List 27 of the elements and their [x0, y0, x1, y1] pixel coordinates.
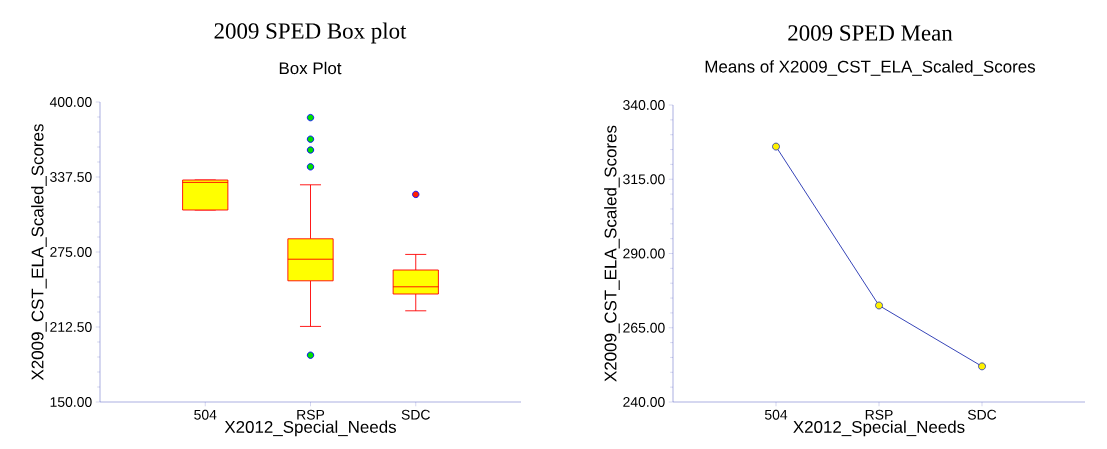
- point: [978, 362, 986, 371]
- chart-subtitle: Means of X2009_CST_ELA_Scaled_Scores: [705, 60, 1036, 76]
- chart-title: 2009 SPED Box plot: [214, 22, 407, 44]
- x-tick-label: 504: [194, 409, 217, 420]
- y-tick-label: 340.00: [623, 100, 665, 110]
- x-axis-title: X2012_Special_Needs: [224, 420, 397, 437]
- chart-subtitle: Box Plot: [279, 61, 342, 75]
- y-tick-label: 212.50: [50, 322, 92, 332]
- x-tick-label: 504: [764, 409, 788, 420]
- y-tick-label: 400.00: [49, 97, 92, 107]
- y-axis-title: X2009_CST_ELA_Scaled_Scores: [31, 124, 47, 381]
- y-axis-title: X2009_CST_ELA_Scaled_Scores: [604, 125, 620, 382]
- x-tick-label: SDC: [401, 409, 430, 420]
- x-tick-label: RSP: [865, 409, 893, 420]
- x-axis-title: X2012_Special_Needs: [793, 420, 965, 437]
- chart-title: 2009 SPED Mean: [788, 25, 953, 41]
- point: [772, 142, 780, 151]
- x-tick-label: RSP: [297, 409, 325, 420]
- y-tick-label: 240.00: [623, 397, 665, 407]
- y-tick-label: 337.50: [50, 172, 92, 182]
- x-tick-label: SDC: [967, 409, 997, 420]
- y-tick-label: 265.00: [623, 322, 665, 333]
- y-tick-label: 290.00: [623, 248, 665, 259]
- y-tick-label: 150.00: [50, 397, 92, 407]
- y-tick-label: 315.00: [623, 174, 665, 185]
- y-tick-label: 275.00: [50, 247, 92, 257]
- point: [875, 301, 883, 310]
